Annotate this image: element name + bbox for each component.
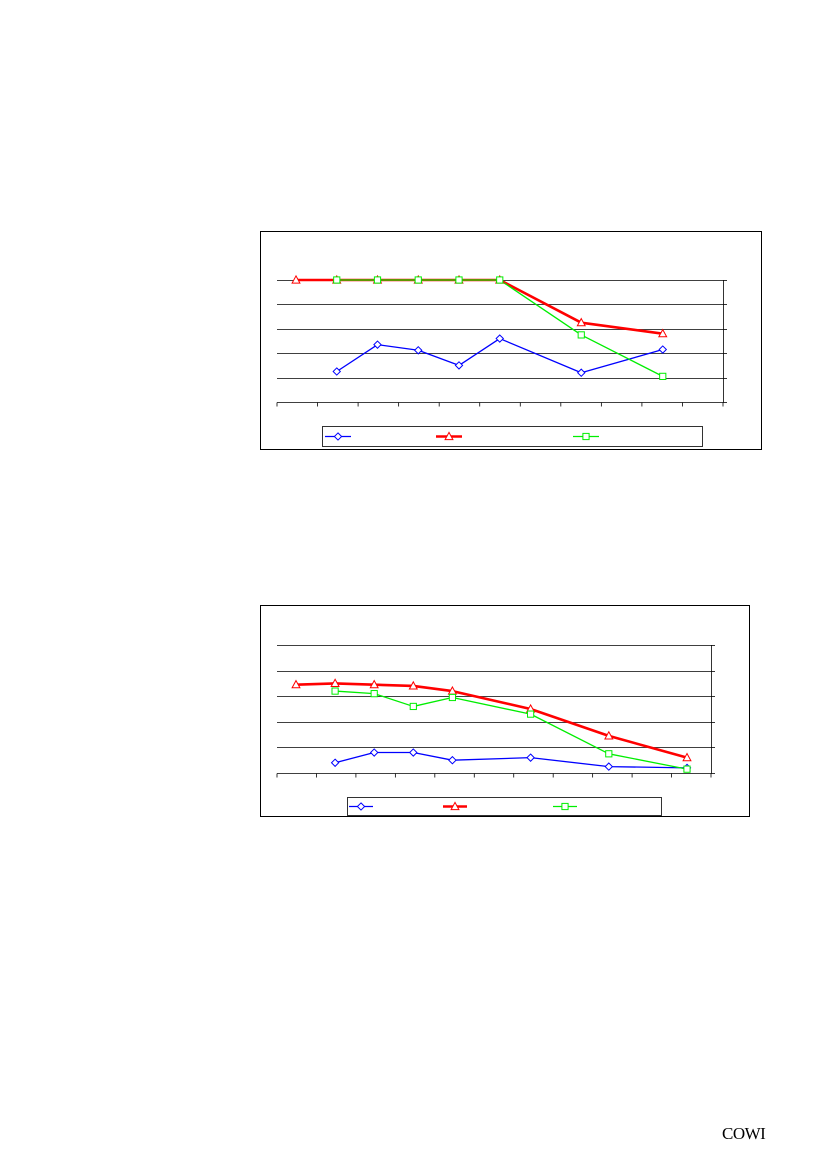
chart-1-legend-green-marker: [582, 432, 590, 441]
chart-1-legend-blue-marker: [333, 432, 343, 441]
chart-2-series-blue-point: [448, 755, 457, 765]
chart-2-series-blue-point: [330, 758, 340, 768]
chart-2-frame: [260, 605, 750, 817]
chart-1-series-red-line: [296, 278, 663, 335]
chart-1-series-blue-point: [454, 361, 464, 370]
chart-1-series-green-point: [496, 276, 504, 284]
chart-2-series-green-line: [335, 690, 688, 770]
chart-2-legend: [347, 797, 662, 816]
chart-1-series-blue-markers: [332, 334, 668, 378]
chart-2-legend-blue-marker: [356, 802, 366, 811]
chart-1-axes: [276, 280, 727, 407]
chart-2-series-red-point: [330, 678, 340, 687]
chart-1-gridlines: [277, 280, 723, 379]
chart-2-series-green-point: [448, 693, 457, 702]
chart-1-svg: [276, 274, 727, 447]
chart-2-series-green-point: [331, 687, 339, 695]
chart-1-legend-red-marker: [444, 431, 454, 441]
chart-2-series-blue-point: [604, 762, 614, 771]
chart-2-svg: [276, 645, 715, 816]
chart-2-legend-box: [347, 797, 662, 816]
chart-1-series-green-point: [333, 276, 341, 284]
chart-1-series-blue-line: [336, 337, 663, 374]
chart-2-series-blue-line: [334, 751, 688, 769]
chart-1-legend: [322, 426, 703, 447]
chart-2-gridlines: [277, 645, 711, 748]
chart-1-series-green-point: [414, 276, 422, 284]
chart-2-series-green-markers: [331, 687, 691, 773]
chart-2-series-green-point: [370, 690, 378, 698]
chart-1-series-green-point: [577, 331, 585, 339]
chart-2-series-green-point: [527, 710, 535, 718]
chart-1-series-blue-point: [658, 345, 668, 354]
chart-2-series-blue-point: [526, 753, 535, 762]
chart-2-series-red-point: [604, 730, 614, 740]
chart-2-series-green-point: [683, 765, 691, 773]
chart-2-series-red-point: [369, 679, 379, 689]
chart-1-series-green-markers: [333, 276, 667, 380]
chart-2-legend-red-marker: [450, 801, 460, 811]
chart-2-series-blue-point: [369, 748, 379, 757]
chart-1-series-blue-point: [495, 334, 505, 343]
chart-1-series-blue-point: [576, 368, 586, 378]
chart-1-series-green-point: [373, 276, 382, 284]
chart-1-series-green-point: [659, 372, 667, 380]
chart-2-series-green-point: [605, 750, 613, 758]
chart-1-legend-box: [322, 426, 703, 447]
chart-1-series-blue-point: [413, 345, 423, 355]
chart-2-series-red-markers: [291, 678, 692, 762]
chart-2-series-blue-point: [408, 748, 418, 757]
chart-1-series-red-point: [291, 274, 301, 284]
chart-2-axes: [276, 645, 715, 778]
chart-2-series-green-point: [409, 702, 417, 711]
chart-1-series-blue-point: [373, 340, 382, 349]
chart-2-legend-green-marker: [561, 802, 569, 811]
chart-2-series-red-point: [682, 752, 692, 762]
chart-1-series-red-point: [576, 317, 586, 327]
chart-1-series-green-point: [455, 276, 463, 284]
chart-2-series-red-line: [295, 682, 688, 759]
chart-1-frame: [260, 231, 762, 450]
cowi-logo: COWI: [722, 1124, 766, 1143]
chart-2-series-red-point: [408, 680, 419, 690]
chart-1-series-blue-point: [332, 367, 342, 376]
chart-2-series-red-point: [291, 679, 301, 689]
chart-1-series-red-point: [658, 328, 668, 338]
